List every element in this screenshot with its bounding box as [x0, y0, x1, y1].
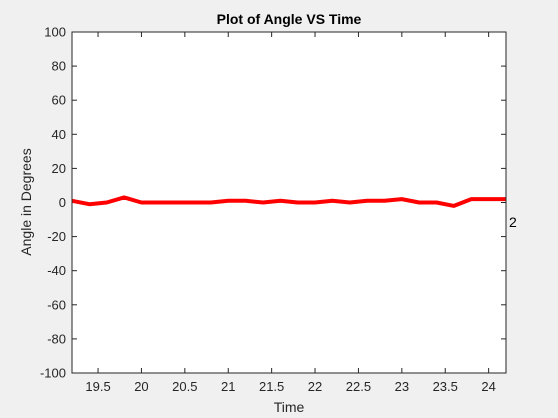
y-tick-label: -40 [47, 263, 66, 278]
x-ticks: 19.5 20 20.5 21 21.5 22 22.5 23 23.5 24 [85, 32, 496, 394]
x-tick-label: 20.5 [172, 379, 197, 394]
chart-title: Plot of Angle VS Time [217, 11, 362, 27]
series-line [71, 195, 506, 208]
x-tick-label: 22 [308, 379, 322, 394]
y-tick-label: 0 [59, 195, 66, 210]
y-tick-label: -60 [47, 297, 66, 312]
x-tick-label: 23.5 [433, 379, 458, 394]
x-tick-label: 21.5 [259, 379, 284, 394]
x-tick-label: 23 [395, 379, 409, 394]
x-tick-label: 20 [134, 379, 148, 394]
x-tick-label: 24 [481, 379, 495, 394]
y-tick-label: -80 [47, 331, 66, 346]
y-axis-title: Angle in Degrees [18, 148, 34, 255]
y-tick-label: 60 [52, 93, 66, 108]
y-tick-label: -100 [40, 366, 66, 381]
x-axis-title: Time [274, 399, 305, 415]
x-tick-label: 21 [221, 379, 235, 394]
plot-border [71, 31, 507, 374]
x-tick-label: 19.5 [85, 379, 110, 394]
annotation-label: 2 [509, 214, 517, 230]
y-tick-label: -20 [47, 229, 66, 244]
series-layer [71, 195, 506, 208]
x-tick-label: 22.5 [346, 379, 371, 394]
y-tick-label: 20 [52, 161, 66, 176]
y-tick-label: 40 [52, 127, 66, 142]
y-tick-label: 80 [52, 59, 66, 74]
y-tick-label: 100 [44, 25, 66, 40]
y-ticks: 100 80 60 40 20 0 -20 -40 -60 -80 -100 [40, 25, 506, 381]
